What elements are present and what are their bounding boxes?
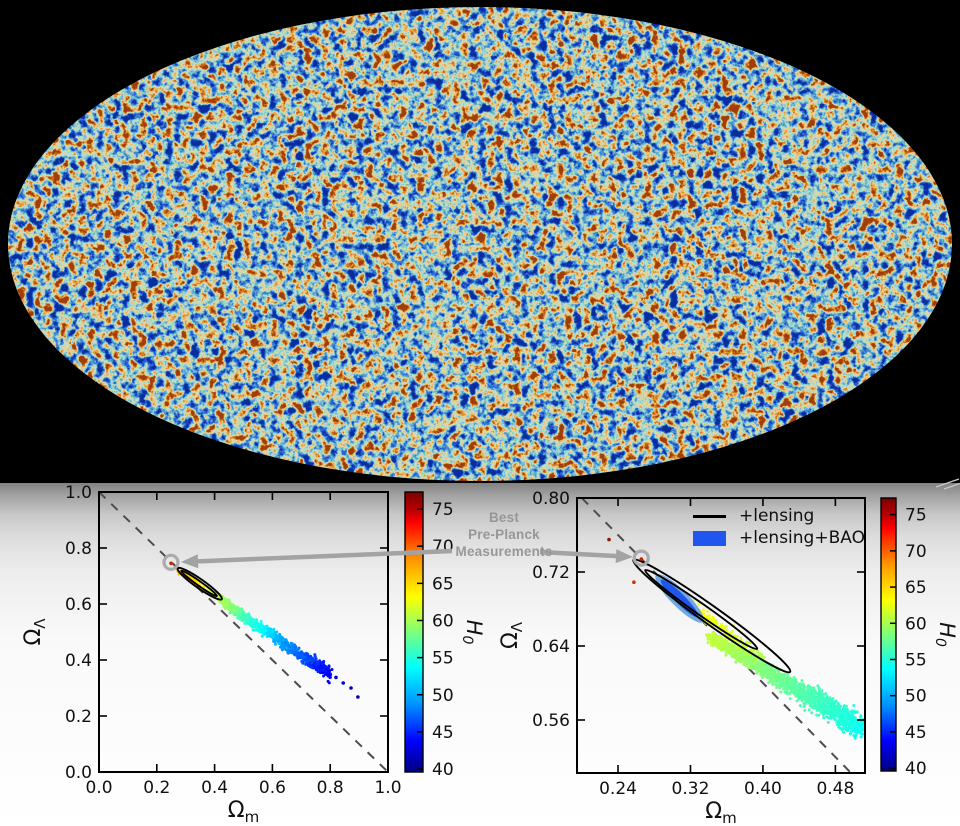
- legend-item-lensing: +lensing: [693, 505, 865, 527]
- y-tick-label: 0.64: [532, 637, 570, 657]
- x-tick-label: 0.6: [259, 778, 286, 798]
- lensing-line-swatch: [693, 514, 726, 518]
- best-pre-planck-marker: [162, 553, 180, 571]
- colorbar-gradient: [880, 497, 897, 772]
- annotation-line: Pre-Planck: [468, 527, 540, 542]
- x-tick-label: 0.4: [201, 778, 228, 798]
- x-tick-label: 0.0: [85, 778, 112, 798]
- colorbar-tick-label: 75: [432, 500, 454, 520]
- confidence-contour: [644, 568, 759, 651]
- x-tick-label: 0.48: [816, 779, 854, 799]
- y-tick-label: 0.80: [532, 489, 570, 509]
- y-tick-label: 0.2: [65, 707, 92, 727]
- omega-right-plot: 0.24 0.32 0.40 0.48 0.80 0.72 0.64 0.56 Ωm ΩΛ: [498, 489, 866, 826]
- axis-ticks: [577, 497, 865, 773]
- y-tick-label: 0.56: [532, 711, 570, 731]
- annotation-line: Measurements: [455, 544, 553, 559]
- best-pre-planck-dot: [169, 561, 173, 566]
- axes-frame: [576, 497, 866, 774]
- legend-label-lensing: +lensing: [739, 506, 815, 526]
- omega-left-plot: 0.0 0.2 0.4 0.6 0.8 1.0 0.0 0.2 0.4 0.6 0.8 1.0 Ωm ΩΛ: [21, 483, 402, 826]
- x-tick-label: 0.32: [672, 779, 710, 799]
- lensing-bao-swatch: [693, 530, 726, 546]
- colorbar-tick-label: 50: [432, 686, 454, 706]
- x-axis-label: Ωm: [705, 799, 736, 826]
- colorbar-tick-label: 50: [905, 687, 927, 707]
- y-axis-label: ΩΛ: [21, 618, 49, 646]
- colorbar-tick-label: 55: [905, 650, 927, 670]
- x-tick-label: 0.24: [599, 779, 637, 799]
- colorbar-tick-label: 70: [905, 542, 927, 562]
- legend: +lensing +lensing+BAO: [693, 505, 865, 549]
- colorbar-tick-label: 55: [432, 649, 454, 669]
- colorbar-tick-label: 40: [905, 759, 927, 779]
- y-tick-label: 0.6: [65, 595, 92, 615]
- best-pre-planck-dot: [639, 557, 644, 561]
- x-tick-label: 0.40: [744, 779, 782, 799]
- colorbar-tick-label: 40: [432, 760, 454, 780]
- cmb-map: [8, 7, 952, 481]
- annotation-arrow-left: [181, 548, 453, 569]
- lower-panel-background: [0, 483, 960, 826]
- x-tick-label: 1.0: [374, 778, 401, 798]
- x-axis-label: Ωm: [228, 798, 259, 826]
- colorbar-tick-label: 60: [432, 611, 454, 631]
- colorbar-tick-label: 45: [432, 723, 454, 743]
- colorbar-tick-label: 75: [905, 506, 927, 526]
- stray-point: [632, 580, 636, 584]
- x-tick-label: 0.8: [317, 778, 344, 798]
- colorbar-tick-label: 60: [905, 614, 927, 634]
- y-tick-label: 1.0: [65, 483, 92, 503]
- axes-frame: [98, 491, 389, 773]
- annotation-line: Best: [488, 510, 520, 525]
- axis-ticks: [98, 491, 389, 773]
- y-tick-label: 0.0: [65, 763, 92, 783]
- confidence-contour: [180, 569, 218, 598]
- outlier-point: [341, 681, 346, 685]
- corner-streaks: [935, 478, 960, 490]
- outlier-point: [349, 686, 353, 690]
- best-pre-planck-marker: [632, 549, 650, 567]
- outlier-point: [334, 675, 338, 680]
- annotation-arrow-right: [539, 549, 633, 564]
- colorbar-h0-label: H0: [932, 622, 959, 647]
- y-axis-label: ΩΛ: [498, 621, 526, 649]
- colorbar-gradient: [404, 491, 424, 773]
- y-tick-label: 0.8: [65, 539, 92, 559]
- y-tick-label: 0.4: [65, 651, 92, 671]
- colorbar-h0-label: H0: [459, 620, 486, 645]
- legend-item-lensing-bao: +lensing+BAO: [693, 527, 865, 549]
- legend-label-lensing-bao: +lensing+BAO: [739, 528, 865, 548]
- x-tick-label: 0.2: [143, 778, 170, 798]
- right-colorbar: 75 70 65 60 55 50 45 40 H0: [880, 497, 959, 779]
- best-pre-planck-annotation: Best Pre-Planck Measurements: [424, 509, 584, 560]
- stray-point: [607, 537, 611, 542]
- colorbar-tick-label: 65: [905, 578, 927, 598]
- y-tick-label: 0.72: [532, 563, 570, 583]
- cmb-mollweide-ellipse: [8, 7, 952, 481]
- outlier-point: [356, 695, 360, 699]
- colorbar-tick-label: 65: [432, 574, 454, 594]
- colorbar-tick-label: 45: [905, 723, 927, 743]
- confidence-contour: [176, 566, 223, 601]
